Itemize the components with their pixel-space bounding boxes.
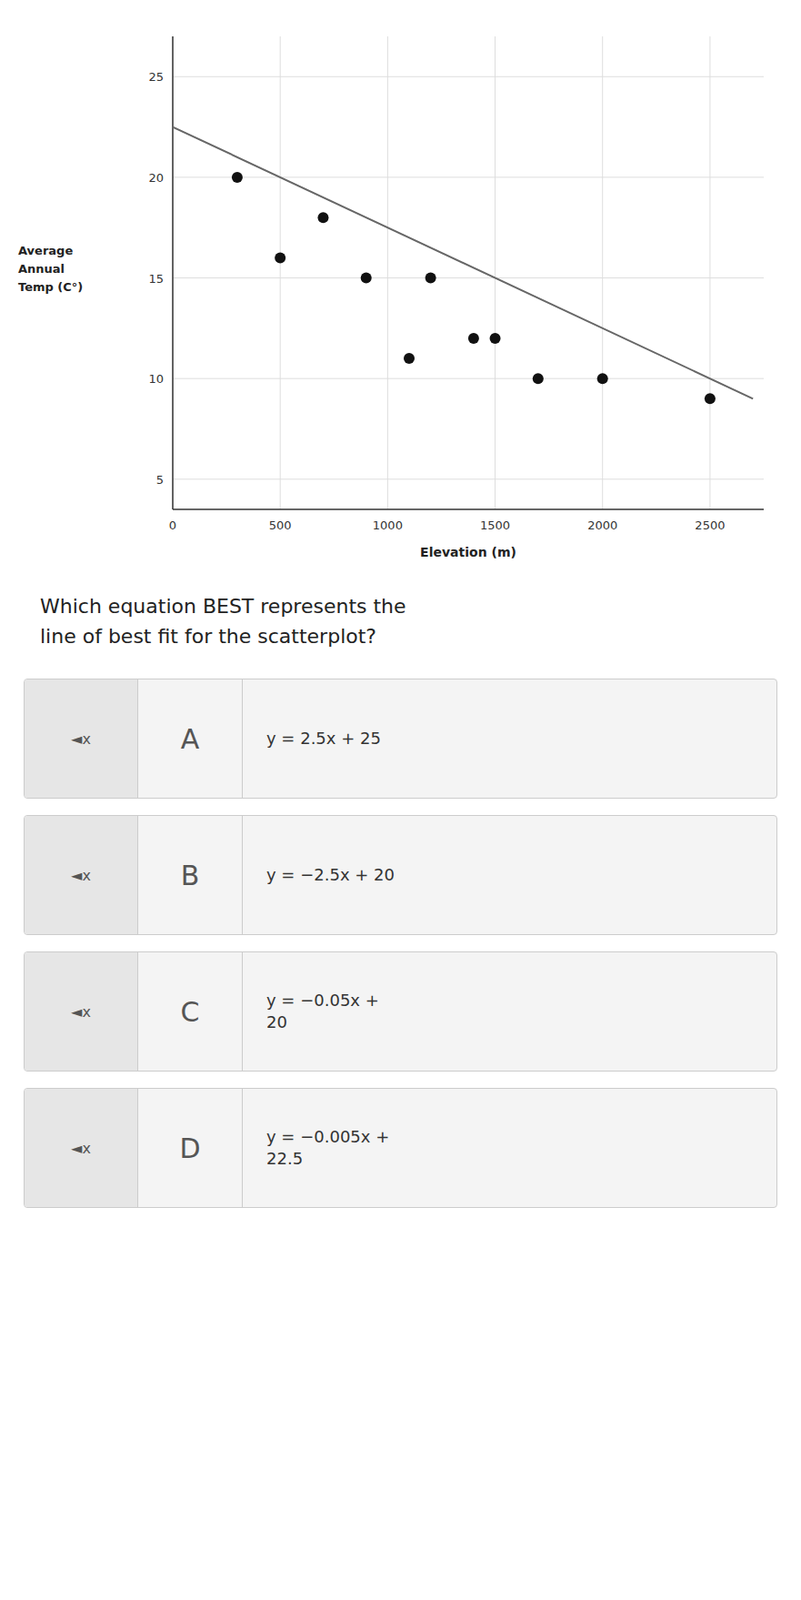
option-row[interactable]: ◄xDy = −0.005x + 22.5 bbox=[23, 1087, 778, 1208]
chart: 0 500 1000 1500 2000 2500 5 10 15 20 25 Elevation (… bbox=[0, 0, 801, 582]
grid-line-x bbox=[387, 36, 389, 510]
x-tick-label: 2000 bbox=[587, 518, 618, 532]
scatter-point bbox=[403, 352, 415, 364]
grid-line-y bbox=[172, 176, 764, 178]
option-row[interactable]: ◄xAy = 2.5x + 25 bbox=[23, 678, 778, 799]
y-tick-label: 15 bbox=[148, 271, 164, 286]
y-axis-line bbox=[171, 36, 174, 510]
scatter-point bbox=[360, 272, 372, 284]
x-tick-label: 500 bbox=[269, 518, 292, 532]
option-icon: ◄x bbox=[24, 951, 139, 1071]
option-letter: B bbox=[138, 815, 243, 934]
y-axis-label-line: Annual bbox=[18, 261, 65, 276]
grid-line-y bbox=[172, 478, 764, 480]
y-axis-label-line: Temp (C°) bbox=[18, 280, 83, 294]
option-icon: ◄x bbox=[24, 815, 139, 934]
option-text: y = −2.5x + 20 bbox=[242, 815, 777, 934]
scatter-point bbox=[317, 211, 329, 223]
grid-line-x bbox=[280, 36, 281, 510]
x-axis-line bbox=[172, 508, 764, 511]
option-text: y = −0.005x + 22.5 bbox=[242, 1088, 777, 1207]
grid-line-y bbox=[172, 76, 764, 78]
option-letter: C bbox=[138, 951, 243, 1071]
best-fit-line bbox=[172, 127, 753, 400]
scatter-point bbox=[490, 332, 501, 344]
option-text: y = −0.05x + 20 bbox=[242, 951, 777, 1071]
option-text: y = 2.5x + 25 bbox=[242, 679, 777, 798]
page: {"chart_data": {"type": "scatter", "xlab… bbox=[0, 0, 801, 1600]
grid-line-x bbox=[494, 36, 496, 510]
scatter-point bbox=[425, 272, 437, 284]
scatter-point bbox=[597, 372, 609, 384]
question-text: Which equation BEST represents the line … bbox=[40, 590, 761, 651]
option-icon: ◄x bbox=[24, 679, 139, 798]
x-tick-label: 0 bbox=[169, 518, 177, 532]
option-letter: A bbox=[138, 679, 243, 798]
x-axis-label: Elevation (m) bbox=[420, 544, 517, 560]
y-tick-label: 25 bbox=[148, 70, 164, 84]
scatter-point bbox=[468, 332, 480, 344]
scatter-point bbox=[532, 372, 544, 384]
option-icon: ◄x bbox=[24, 1088, 139, 1207]
option-row[interactable]: ◄xBy = −2.5x + 20 bbox=[23, 814, 778, 935]
grid-line-x bbox=[172, 36, 174, 510]
grid-line-x bbox=[601, 36, 603, 510]
x-tick-label: 2500 bbox=[694, 518, 725, 532]
scatter-point bbox=[274, 251, 286, 263]
scatter-point bbox=[231, 171, 243, 183]
y-tick-label: 10 bbox=[148, 371, 164, 386]
grid-line-y bbox=[172, 277, 764, 279]
y-tick-label: 20 bbox=[148, 170, 164, 185]
option-row[interactable]: ◄xCy = −0.05x + 20 bbox=[23, 951, 778, 1072]
y-axis-label: Average Annual Temp (C°) bbox=[18, 243, 83, 294]
options: ◄xAy = 2.5x + 25◄xBy = −2.5x + 20◄xCy = … bbox=[23, 678, 778, 1208]
option-letter: D bbox=[138, 1088, 243, 1207]
y-axis-label-line: Average bbox=[18, 243, 73, 258]
scatter-point bbox=[704, 392, 716, 404]
x-tick-label: 1000 bbox=[372, 518, 403, 532]
grid-line-y bbox=[172, 378, 764, 380]
y-tick-label: 5 bbox=[156, 472, 164, 487]
x-tick-label: 1500 bbox=[480, 518, 511, 532]
grid-line-x bbox=[709, 36, 711, 510]
plot-area bbox=[172, 127, 753, 405]
question-area: Which equation BEST represents the line … bbox=[0, 590, 801, 1208]
